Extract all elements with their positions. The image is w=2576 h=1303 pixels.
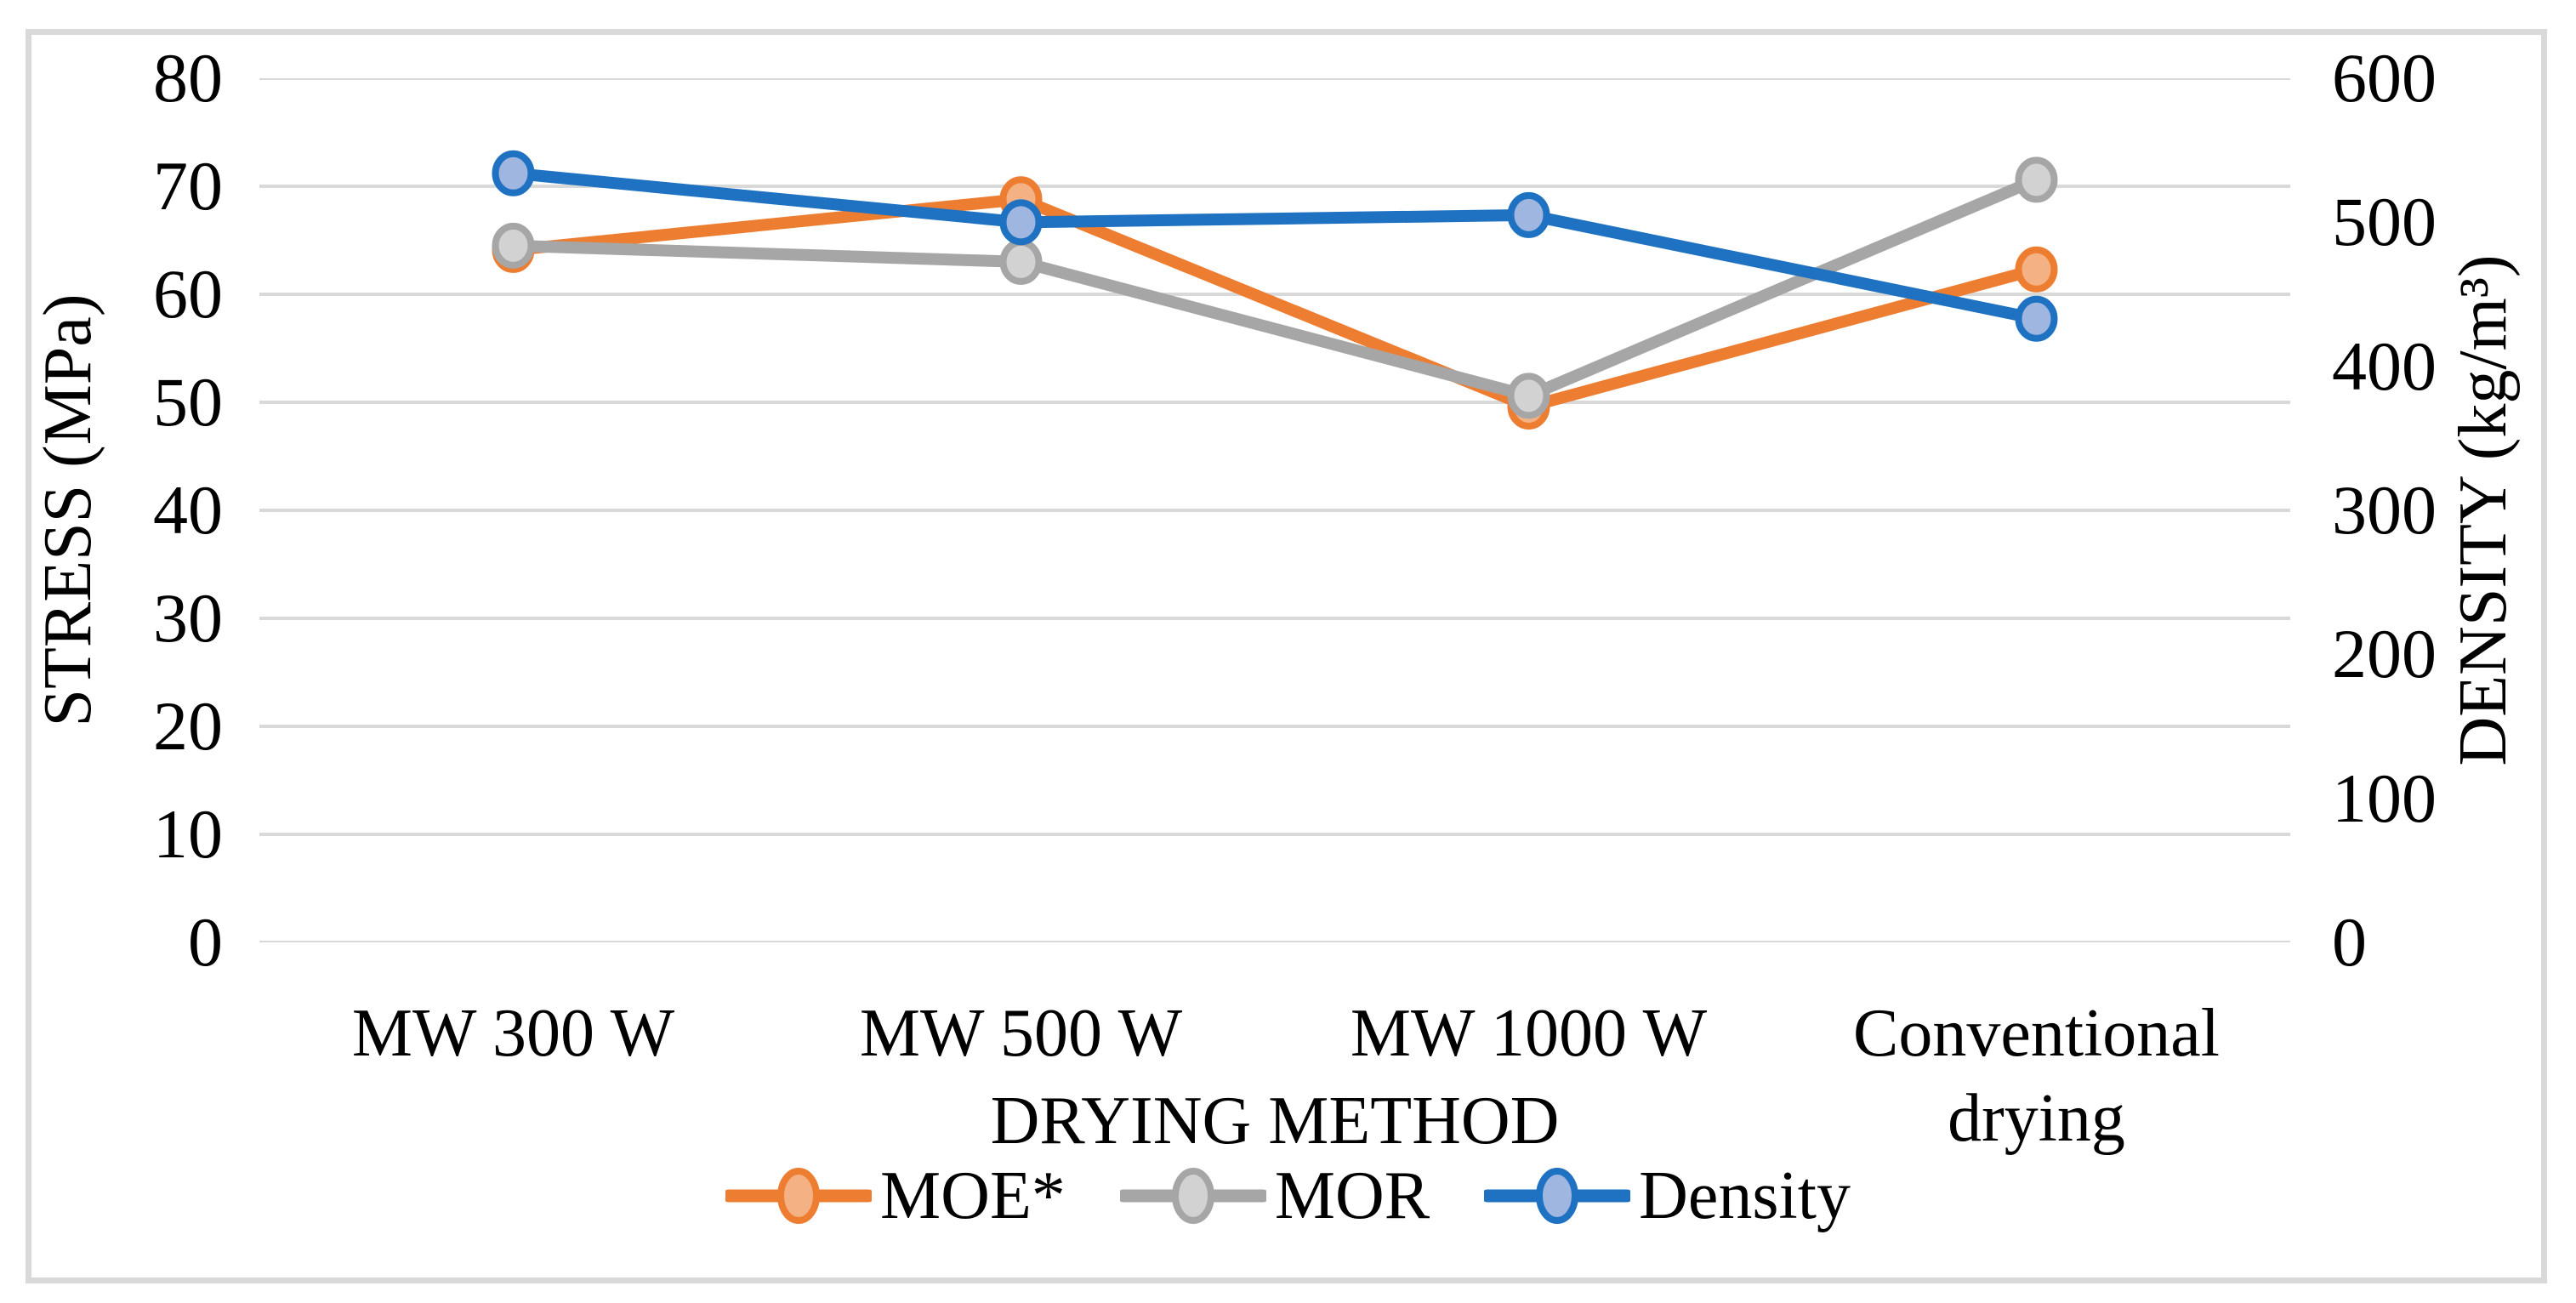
right-axis-title: DENSITY (kg/m³) (2446, 254, 2521, 766)
data-point-marker (492, 150, 535, 196)
series-line-density (507, 167, 2043, 325)
legend-label: MOR (1274, 1158, 1430, 1233)
plot-area (259, 78, 2290, 942)
x-axis-title: DRYING METHOD (990, 1084, 1560, 1158)
legend-label: MOE* (880, 1158, 1066, 1233)
data-point-marker (2015, 156, 2058, 203)
data-point-marker (492, 222, 535, 269)
right-axis-tick-label: 400 (2332, 327, 2437, 405)
x-axis-category-label: Conventional drying (1852, 996, 2221, 1156)
left-axis-tick-label: 30 (153, 579, 223, 657)
data-point-marker (2015, 246, 2058, 293)
legend-item-mor: MOR (1119, 1155, 1430, 1237)
data-point-marker (2015, 295, 2058, 342)
right-axis-tick-label: 500 (2332, 183, 2437, 261)
legend-marker-icon (1119, 1168, 1266, 1224)
legend-item-moe: MOE* (725, 1155, 1066, 1237)
left-axis-tick-label: 20 (153, 687, 223, 765)
legend-marker-icon (725, 1168, 873, 1224)
left-axis-tick-label: 60 (153, 255, 223, 333)
data-point-marker (999, 238, 1043, 285)
legend: MOE* MOR Density (0, 1155, 2576, 1237)
left-axis-tick-label: 0 (188, 903, 223, 981)
x-axis-category-label: MW 300 W (351, 996, 675, 1071)
figure-border (26, 29, 2547, 1283)
left-axis-tick-label: 50 (153, 363, 223, 441)
series-line-moe (507, 193, 2043, 413)
right-axis-tick-label: 0 (2332, 903, 2367, 981)
legend-label: Density (1639, 1158, 1851, 1233)
x-axis-category-label: MW 500 W (859, 996, 1183, 1071)
right-axis-tick-label: 300 (2332, 471, 2437, 549)
right-axis-tick-label: 600 (2332, 39, 2437, 117)
data-point-marker (1507, 191, 1550, 238)
legend-marker-icon (1484, 1168, 1631, 1224)
legend-item-density: Density (1484, 1155, 1851, 1237)
series-line-mor (507, 174, 2043, 402)
left-axis-title: STRESS (MPa) (31, 293, 105, 727)
left-axis-tick-label: 70 (153, 147, 223, 225)
left-axis-tick-label: 10 (153, 795, 223, 873)
data-point-marker (1507, 373, 1550, 419)
left-axis-tick-label: 40 (153, 471, 223, 549)
right-axis-tick-label: 200 (2332, 615, 2437, 693)
data-point-marker (999, 199, 1043, 246)
x-axis-category-label: MW 1000 W (1350, 996, 1708, 1071)
left-axis-tick-label: 80 (153, 39, 223, 117)
right-axis-tick-label: 100 (2332, 759, 2437, 837)
